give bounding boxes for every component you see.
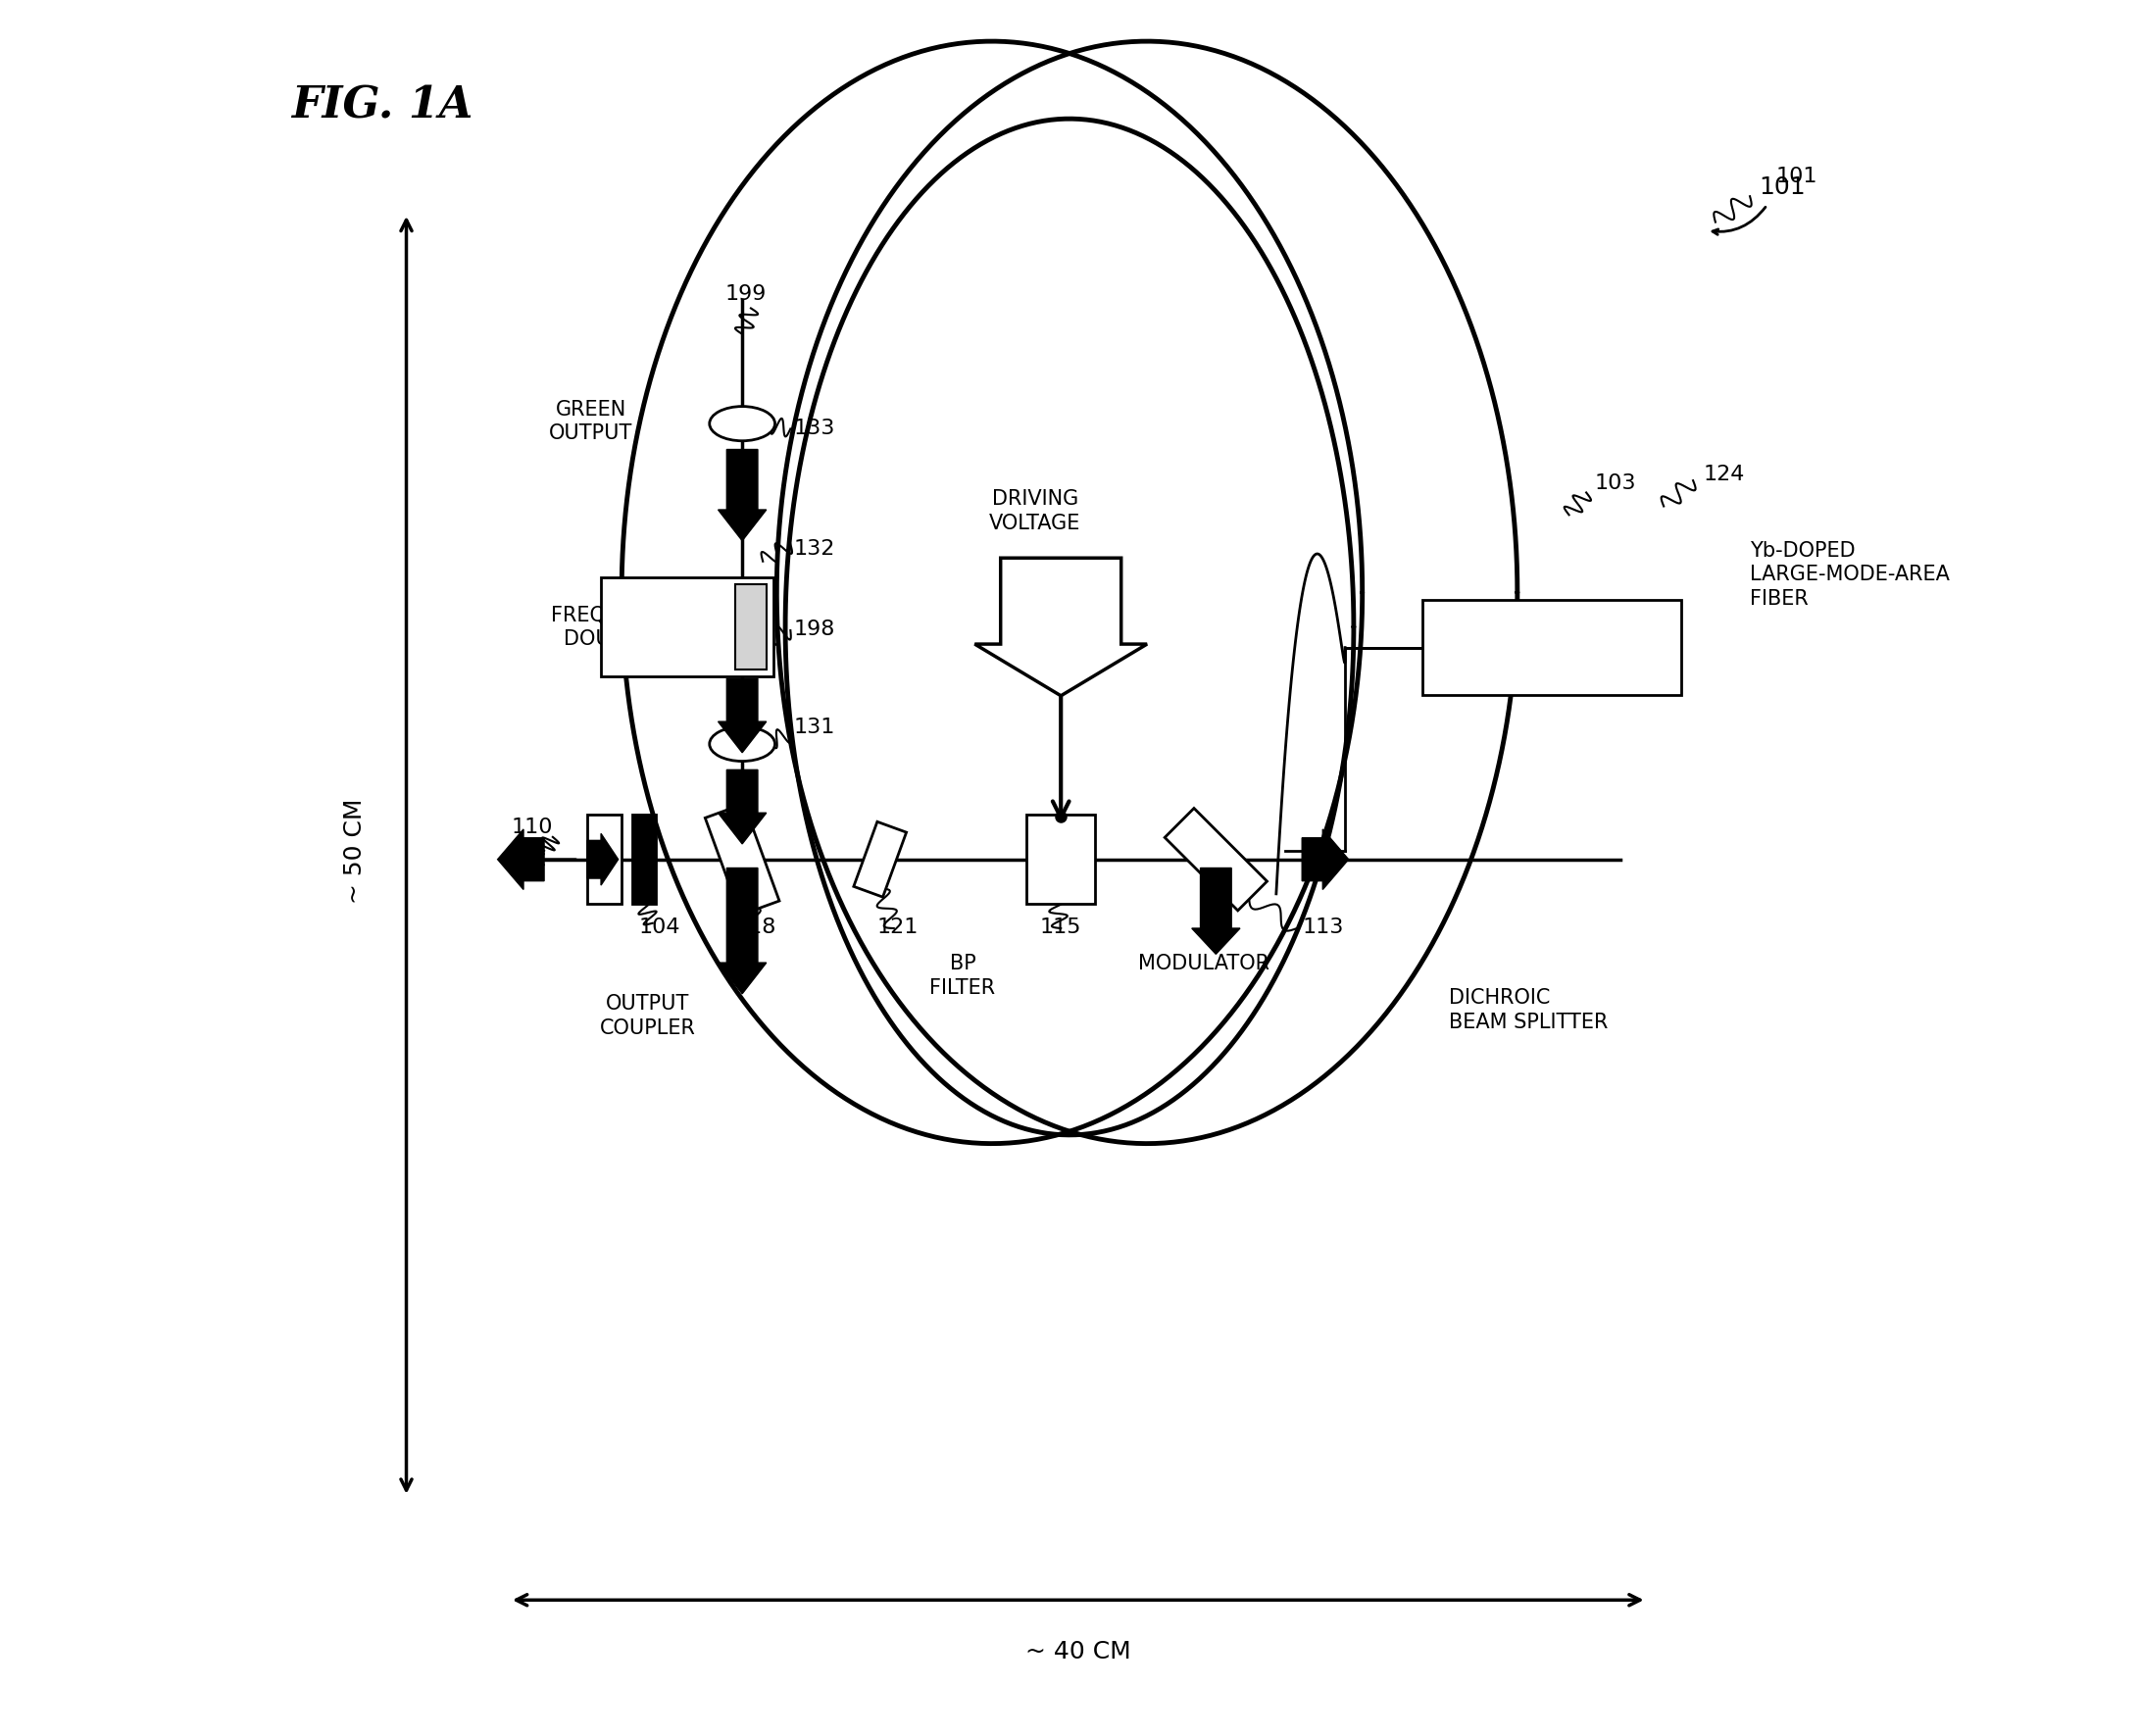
Text: 115: 115 <box>1040 918 1082 937</box>
Text: BP
FILTER: BP FILTER <box>930 955 995 998</box>
Ellipse shape <box>710 406 774 441</box>
FancyArrow shape <box>1191 868 1241 955</box>
Text: ~ 40 CM: ~ 40 CM <box>1025 1641 1132 1663</box>
FancyBboxPatch shape <box>631 814 657 904</box>
Text: OUTPUT
COUPLER: OUTPUT COUPLER <box>599 993 695 1038</box>
Text: 132: 132 <box>794 538 836 559</box>
Text: 131: 131 <box>794 719 836 738</box>
Text: 121: 121 <box>877 918 918 937</box>
Text: MODULATOR: MODULATOR <box>1138 955 1271 974</box>
FancyArrow shape <box>1303 830 1348 889</box>
FancyBboxPatch shape <box>736 583 766 670</box>
Text: 101: 101 <box>1775 167 1818 186</box>
FancyBboxPatch shape <box>588 814 622 904</box>
Text: PUMP LASER: PUMP LASER <box>1478 637 1626 658</box>
Text: 124: 124 <box>1703 465 1745 484</box>
Text: 104: 104 <box>640 918 680 937</box>
FancyArrow shape <box>588 833 618 885</box>
Text: 103: 103 <box>1596 474 1636 493</box>
Text: GREEN
OUTPUT: GREEN OUTPUT <box>550 399 633 443</box>
Text: 110: 110 <box>511 818 552 837</box>
FancyBboxPatch shape <box>601 576 772 677</box>
FancyBboxPatch shape <box>1027 814 1095 904</box>
Polygon shape <box>1166 809 1266 911</box>
Text: ~ 50 CM: ~ 50 CM <box>342 799 366 903</box>
FancyArrow shape <box>719 868 766 993</box>
Polygon shape <box>706 804 779 915</box>
FancyArrow shape <box>719 679 766 753</box>
Ellipse shape <box>710 727 774 760</box>
Text: 133: 133 <box>794 418 836 437</box>
Text: DICHROIC
BEAM SPLITTER: DICHROIC BEAM SPLITTER <box>1448 988 1609 1033</box>
FancyArrow shape <box>498 830 543 889</box>
Text: 199: 199 <box>725 285 766 304</box>
Text: DRIVING
VOLTAGE: DRIVING VOLTAGE <box>988 490 1080 533</box>
Text: 198: 198 <box>794 620 836 639</box>
Polygon shape <box>853 821 907 898</box>
Text: 113: 113 <box>1303 918 1343 937</box>
FancyArrow shape <box>719 450 766 540</box>
FancyBboxPatch shape <box>1422 601 1681 694</box>
Text: 105: 105 <box>1076 615 1119 634</box>
Text: 101: 101 <box>1758 175 1805 200</box>
Text: FREQUENCY
DOUBLER: FREQUENCY DOUBLER <box>552 604 676 649</box>
Text: 118: 118 <box>736 918 776 937</box>
Text: Yb-DOPED
LARGE-MODE-AREA
FIBER: Yb-DOPED LARGE-MODE-AREA FIBER <box>1750 540 1951 609</box>
PathPatch shape <box>975 557 1147 696</box>
Text: FIG. 1A: FIG. 1A <box>291 85 473 127</box>
FancyArrow shape <box>719 769 766 844</box>
